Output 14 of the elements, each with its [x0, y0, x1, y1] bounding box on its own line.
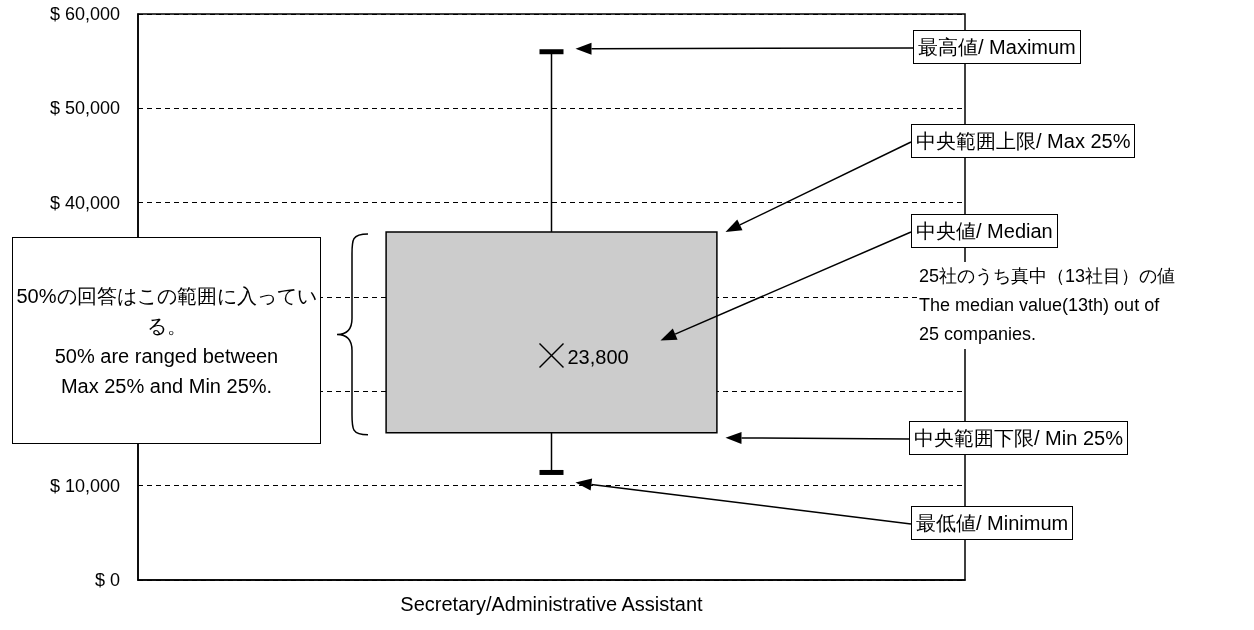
annotation: 中央範囲下限/ Min 25%	[909, 421, 1128, 455]
annotation: 中央値/ Median	[911, 214, 1058, 248]
annotation: 最低値/ Minimum	[911, 506, 1074, 540]
y-tick-label: $ 10,000	[49, 475, 120, 496]
annotation: 最高値/ Maximum	[913, 30, 1081, 64]
text-box: 50%の回答はこの範囲に入っている。 50% are ranged between Max 25% and Min 25%.	[12, 237, 321, 444]
annotation: 25社のうち真中（13社目）の値 The median value(13th) out of 25 companies.	[917, 262, 1178, 349]
x-tick-label: Secretary/Administrative Assistant	[400, 593, 704, 615]
y-tick-label: $ 50,000	[49, 98, 120, 119]
y-tick-label: $ 60,000	[49, 4, 120, 24]
y-tick-label: $ 40,000	[49, 192, 120, 213]
annotation: 中央範囲上限/ Max 25%	[911, 124, 1136, 158]
annotation: 23,800	[567, 345, 629, 370]
y-tick-label: $ 0	[94, 570, 120, 590]
